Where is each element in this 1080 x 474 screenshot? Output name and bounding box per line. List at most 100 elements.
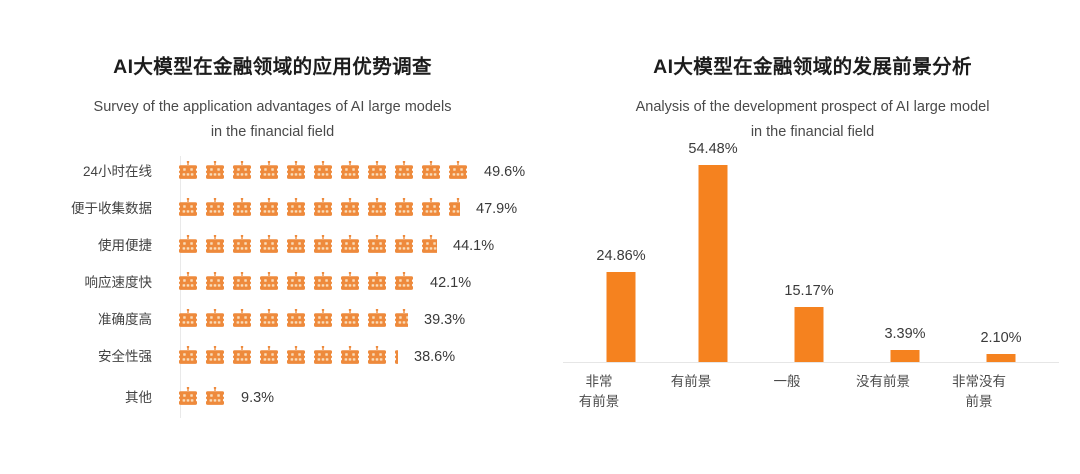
robot-icon <box>179 197 197 216</box>
pictograph-icon-group <box>178 270 421 296</box>
bar-data-label: 2.10% <box>980 329 1022 346</box>
bar-column[interactable]: 24.86% <box>575 150 667 362</box>
pictograph-row-label: 其他 <box>125 390 152 406</box>
robot-icon <box>368 234 386 253</box>
pictograph-icon-group <box>178 344 405 370</box>
pictograph-row-label: 便于收集数据 <box>71 201 152 217</box>
robot-icon-partial <box>421 234 437 258</box>
bar[interactable] <box>606 272 636 362</box>
bar-column[interactable]: 3.39% <box>859 150 951 362</box>
robot-icon <box>341 271 359 290</box>
robot-icon <box>233 197 251 216</box>
robot-icon <box>287 197 305 216</box>
bar-column[interactable]: 2.10% <box>955 150 1047 362</box>
left-chart-title: AI大模型在金融领域的应用优势调查 <box>113 56 432 78</box>
bar-x-axis-label: 没有前景 <box>837 372 929 392</box>
pictograph-chart: 24小时在线 49.6% 便于收集数据 47.9% 使用便捷 44.1% 响应速度快 42.1… <box>0 152 545 427</box>
bar[interactable] <box>698 165 728 362</box>
robot-icon <box>179 386 197 405</box>
pictograph-icon-group <box>178 385 232 411</box>
robot-icon <box>314 197 332 216</box>
left-chart-header: AI大模型在金融领域的应用优势调查 Survey of the applicat… <box>0 0 545 145</box>
pictograph-row-label: 安全性强 <box>98 349 152 365</box>
robot-icon <box>341 345 359 364</box>
bar-data-label: 15.17% <box>784 282 834 299</box>
right-chart-subtitle-line-1: Analysis of the development prospect of … <box>635 99 990 116</box>
right-chart-title: AI大模型在金融领域的发展前景分析 <box>653 56 972 78</box>
bar[interactable] <box>890 350 920 362</box>
bar[interactable] <box>986 354 1016 362</box>
bar-chart-baseline <box>563 362 1059 363</box>
pictograph-row: 准确度高 39.3% <box>0 305 545 335</box>
robot-icon <box>179 160 197 179</box>
robot-icon <box>395 308 408 327</box>
robot-icon <box>368 345 386 364</box>
robot-icon-partial <box>394 346 398 369</box>
robot-icon <box>314 271 332 290</box>
robot-icon-partial <box>448 197 460 221</box>
robot-icon <box>287 308 305 327</box>
pictograph-row: 使用便捷 44.1% <box>0 231 545 261</box>
robot-icon <box>233 234 251 253</box>
robot-icon <box>368 197 386 216</box>
robot-icon <box>395 234 413 253</box>
robot-icon <box>395 197 413 216</box>
pictograph-row-value: 9.3% <box>241 389 275 406</box>
robot-icon <box>368 271 386 290</box>
robot-icon <box>395 160 413 179</box>
robot-icon <box>314 234 332 253</box>
robot-icon <box>314 345 332 364</box>
pictograph-row-value: 39.3% <box>424 311 466 328</box>
pictograph-row: 24小时在线 49.6% <box>0 157 545 187</box>
pictograph-icon-group <box>178 307 415 333</box>
right-chart-subtitle-line-2: in the financial field <box>750 124 875 141</box>
robot-icon <box>395 349 398 364</box>
bar-x-axis-label-line: 有前景 <box>578 394 620 410</box>
pictograph-row-label: 24小时在线 <box>82 164 152 180</box>
robot-icon <box>341 197 359 216</box>
bar-data-label: 3.39% <box>884 325 926 342</box>
robot-icon <box>287 271 305 290</box>
robot-icon <box>341 160 359 179</box>
right-chart-panel: AI大模型在金融领域的发展前景分析 Analysis of the develo… <box>545 0 1080 474</box>
robot-icon <box>179 234 197 253</box>
pictograph-row-value: 42.1% <box>430 274 472 291</box>
robot-icon <box>287 160 305 179</box>
robot-icon <box>422 197 440 216</box>
bar-x-axis-label-line: 前景 <box>965 394 993 410</box>
right-chart-header: AI大模型在金融领域的发展前景分析 Analysis of the develo… <box>545 0 1080 145</box>
bar-chart-plot-area: 24.86% 54.48% 15.17% 3.39% 2.10% <box>567 141 1059 362</box>
bar-data-label: 54.48% <box>688 140 738 157</box>
robot-icon <box>341 234 359 253</box>
robot-icon <box>206 160 224 179</box>
bar[interactable] <box>794 307 824 362</box>
robot-icon <box>260 308 278 327</box>
pictograph-row: 其他 9.3% <box>0 383 545 413</box>
pictograph-row-value: 49.6% <box>484 163 526 180</box>
robot-icon <box>260 160 278 179</box>
robot-icon <box>206 197 224 216</box>
pictograph-row: 便于收集数据 47.9% <box>0 194 545 224</box>
robot-icon <box>395 271 413 290</box>
bar-x-axis-label-line: 非常没有 <box>952 374 1006 389</box>
robot-icon <box>179 308 197 327</box>
robot-icon <box>449 197 460 216</box>
bar-x-axis-label-line: 有前景 <box>670 374 712 389</box>
robot-icon <box>206 345 224 364</box>
left-chart-subtitle-line-1: Survey of the application advantages of … <box>93 99 452 116</box>
robot-icon <box>449 160 467 179</box>
robot-icon <box>179 271 197 290</box>
robot-icon <box>233 271 251 290</box>
bar-column[interactable]: 15.17% <box>763 150 855 362</box>
robot-icon <box>233 160 251 179</box>
left-chart-panel: AI大模型在金融领域的应用优势调查 Survey of the applicat… <box>0 0 545 427</box>
pictograph-row-value: 38.6% <box>414 348 456 365</box>
right-chart-subtitle: Analysis of the development prospect of … <box>545 95 1080 145</box>
pictograph-row: 安全性强 38.6% <box>0 342 545 372</box>
bar-column[interactable]: 54.48% <box>667 141 759 362</box>
robot-icon <box>422 234 437 253</box>
robot-icon <box>233 308 251 327</box>
robot-icon <box>233 345 251 364</box>
robot-icon <box>287 234 305 253</box>
